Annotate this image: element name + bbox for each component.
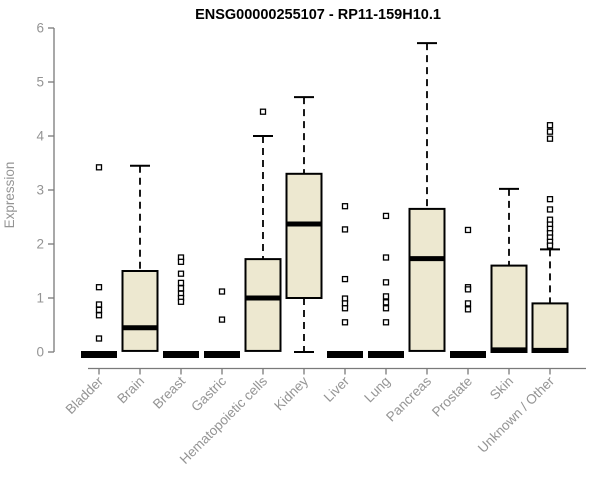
outlier-point (341, 203, 349, 210)
x-tick-label: Unknown / Other (475, 373, 558, 456)
x-tick-label: Prostate (429, 374, 475, 420)
collapsed-box (81, 351, 117, 358)
box-group (531, 122, 569, 353)
collapsed-box (163, 351, 199, 358)
outlier-point (341, 226, 349, 233)
outlier-point (546, 135, 554, 142)
outlier-point (95, 164, 103, 171)
chart-title: ENSG00000255107 - RP11-159H10.1 (195, 7, 441, 23)
iqr-box (285, 172, 323, 299)
outlier-point (382, 299, 390, 306)
y-axis-label: Expression (2, 162, 17, 229)
box-group (285, 96, 323, 353)
outlier-point (464, 300, 472, 307)
box-group (368, 212, 404, 358)
outlier-point (546, 128, 554, 135)
box-group (244, 108, 282, 352)
y-tick-label: 1 (36, 291, 44, 306)
collapsed-box (368, 351, 404, 358)
x-tick-label: Bladder (63, 373, 107, 417)
outlier-point (382, 279, 390, 286)
box-group (121, 164, 159, 352)
box-group (163, 254, 199, 358)
outlier-point (341, 319, 349, 326)
collapsed-box (450, 351, 486, 358)
y-tick-label: 5 (36, 75, 44, 90)
x-tick-label: Skin (487, 374, 516, 403)
outlier-point (95, 284, 103, 291)
box-group (490, 187, 528, 354)
outlier-point (382, 254, 390, 261)
y-tick-label: 6 (36, 21, 44, 36)
y-tick-label: 3 (36, 183, 44, 198)
box-group (450, 226, 486, 358)
iqr-box (531, 302, 569, 353)
collapsed-box (204, 351, 240, 358)
iqr-box (408, 207, 446, 352)
iqr-box (121, 270, 159, 352)
outlier-point (546, 242, 554, 249)
outlier-point (464, 306, 472, 313)
x-tick-label: Lung (361, 374, 393, 406)
outlier-point (177, 270, 185, 277)
outlier-point (464, 226, 472, 234)
outlier-point (546, 196, 554, 203)
outlier-point (382, 305, 390, 312)
outlier-point (95, 306, 103, 314)
box-series (81, 42, 569, 358)
iqr-box (490, 264, 528, 354)
outlier-point (382, 212, 390, 220)
box-group (204, 288, 240, 358)
iqr-box (244, 258, 282, 352)
collapsed-box (327, 351, 363, 358)
outlier-point (259, 108, 267, 115)
outlier-point (341, 305, 349, 312)
outlier-point (382, 293, 390, 300)
outlier-point (177, 258, 185, 265)
box-group (81, 164, 117, 358)
outlier-point (464, 286, 472, 293)
outlier-point (546, 206, 554, 213)
outlier-point (177, 298, 185, 305)
outlier-point (382, 319, 390, 326)
x-tick-label: Gastric (188, 373, 229, 414)
box-group (327, 203, 363, 358)
outlier-point (546, 122, 554, 129)
y-tick-label: 2 (36, 237, 44, 252)
x-tick-label: Kidney (271, 373, 311, 413)
outlier-point (218, 288, 226, 295)
x-tick-label: Liver (321, 373, 353, 405)
outlier-point (218, 316, 226, 323)
outlier-point (177, 279, 185, 287)
outlier-point (95, 335, 103, 342)
x-tick-label: Pancreas (383, 373, 434, 424)
x-tick-label: Brain (114, 374, 147, 407)
outlier-point (95, 312, 103, 319)
outlier-point (95, 301, 103, 308)
x-tick-label: Breast (150, 373, 188, 411)
outlier-point (341, 275, 349, 283)
y-tick-label: 0 (36, 345, 44, 360)
box-group (408, 42, 446, 352)
outlier-point (177, 285, 185, 292)
y-tick-label: 4 (36, 129, 44, 144)
